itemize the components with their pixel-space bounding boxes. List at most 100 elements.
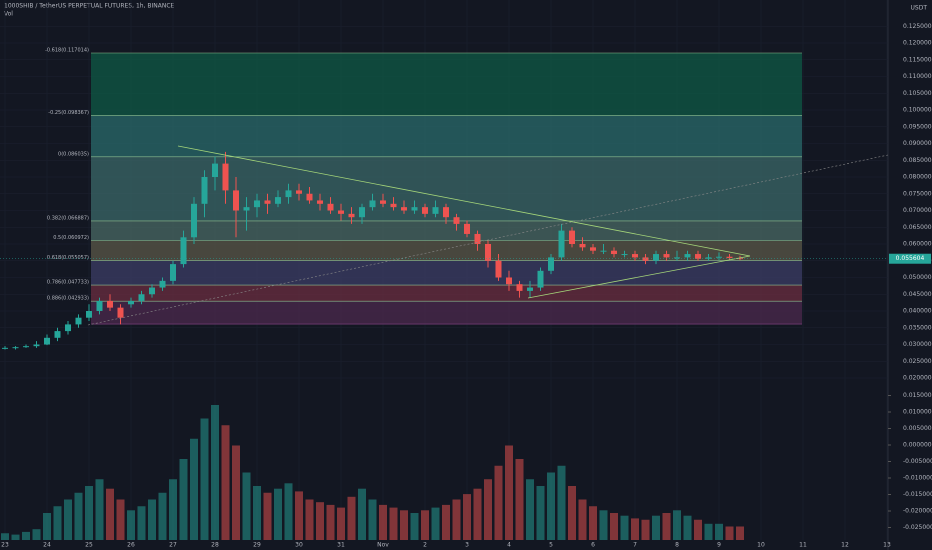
candle-body bbox=[705, 257, 712, 259]
volume-bar bbox=[242, 472, 251, 540]
candle-body bbox=[579, 244, 586, 248]
candle-body bbox=[516, 284, 523, 291]
volume-bar bbox=[526, 479, 534, 540]
candle-body bbox=[306, 193, 313, 201]
volume-bar bbox=[32, 529, 41, 540]
fib-label: 0.886(0.042933) bbox=[47, 296, 89, 302]
x-tick-label: 10 bbox=[757, 542, 765, 549]
volume-bar bbox=[368, 499, 377, 540]
y-tick-label: 0.035000 bbox=[903, 324, 932, 331]
y2-tick-label: 0.005000 bbox=[903, 425, 932, 432]
candle-body bbox=[548, 257, 554, 271]
volume-bar bbox=[200, 418, 209, 540]
candle-body bbox=[453, 217, 460, 224]
candle-body bbox=[590, 247, 596, 251]
fib-label: 0.382(0.066887) bbox=[47, 215, 89, 221]
volume-bar bbox=[326, 504, 335, 540]
x-tick-label: 7 bbox=[633, 542, 637, 549]
volume-bar bbox=[652, 515, 660, 540]
volume-bar bbox=[536, 486, 545, 540]
volume-bar bbox=[11, 534, 20, 540]
y2-tick-label: -0.010000 bbox=[903, 475, 932, 482]
candle-body bbox=[642, 257, 649, 261]
candle-body bbox=[222, 163, 229, 191]
volume-bar bbox=[547, 472, 555, 540]
candle-body bbox=[212, 163, 218, 177]
y-tick-label: 0.070000 bbox=[903, 207, 932, 214]
x-tick-label: 13 bbox=[883, 542, 891, 549]
y-tick-label: 0.085000 bbox=[903, 157, 932, 164]
volume-bar bbox=[599, 510, 608, 540]
candle-body bbox=[128, 300, 134, 305]
volume-bar bbox=[85, 486, 93, 540]
candle-body bbox=[254, 200, 260, 208]
volume-bar bbox=[106, 488, 114, 540]
volume-bar bbox=[410, 513, 419, 540]
candle-body bbox=[443, 207, 449, 218]
candle-body bbox=[422, 207, 428, 214]
volume-bar bbox=[589, 506, 597, 540]
fib-band bbox=[91, 53, 802, 116]
fib-band bbox=[91, 301, 802, 325]
y-tick-label: 0.090000 bbox=[903, 140, 932, 147]
candle-body bbox=[600, 250, 607, 252]
candle-body bbox=[275, 197, 281, 204]
volume-bar bbox=[379, 504, 387, 540]
candle-body bbox=[117, 307, 124, 318]
candle-body bbox=[296, 190, 302, 194]
candle-body bbox=[191, 203, 197, 238]
y-tick-label: 0.080000 bbox=[903, 174, 932, 181]
candle-body bbox=[653, 254, 659, 261]
last-price-label: 0.055604 bbox=[896, 255, 925, 262]
volume-bar bbox=[515, 459, 524, 540]
fib-label: -0.25(0.098367) bbox=[48, 110, 89, 116]
volume-bar bbox=[295, 491, 303, 540]
volume-bar bbox=[704, 523, 713, 540]
candle-body bbox=[86, 311, 92, 318]
x-tick-label: 23 bbox=[1, 542, 9, 549]
volume-label: Vol bbox=[4, 11, 13, 18]
volume-bar bbox=[641, 519, 650, 540]
candle-body bbox=[2, 347, 8, 349]
candle-body bbox=[663, 254, 670, 258]
volume-bar bbox=[253, 486, 261, 540]
x-tick-label: 4 bbox=[507, 542, 511, 549]
candle-body bbox=[180, 237, 187, 265]
y-tick-label: 0.120000 bbox=[903, 40, 932, 47]
volume-bar bbox=[389, 507, 398, 540]
trend-line bbox=[177, 145, 751, 257]
volume-bar bbox=[305, 499, 314, 540]
candle-body bbox=[674, 257, 680, 259]
y-tick-label: 0.060000 bbox=[903, 241, 932, 248]
volume-bar bbox=[694, 519, 702, 540]
candle-body bbox=[65, 324, 71, 332]
fib-label: 0.618(0.055057) bbox=[47, 255, 89, 261]
candle-body bbox=[537, 270, 544, 288]
candle-body bbox=[464, 223, 470, 234]
x-tick-label: 24 bbox=[43, 542, 51, 549]
volume-bar bbox=[1, 533, 9, 540]
candle-body bbox=[485, 244, 491, 261]
candle-body bbox=[684, 254, 691, 258]
volume-bar bbox=[179, 459, 188, 540]
y2-tick-label: -0.025000 bbox=[903, 524, 932, 531]
fib-band bbox=[91, 115, 802, 157]
x-tick-label: 31 bbox=[337, 542, 345, 549]
y-tick-label: 0.040000 bbox=[903, 308, 932, 315]
volume-bar bbox=[484, 479, 492, 540]
fibonacci: -0.618(0.117014) -0.25(0.098367) 0(0.08603… bbox=[45, 48, 802, 325]
y-tick-label: 0.095000 bbox=[903, 123, 932, 130]
volume-bar bbox=[116, 499, 125, 540]
candle-body bbox=[285, 190, 292, 198]
x-tick-label: 5 bbox=[549, 542, 553, 549]
candle-body bbox=[264, 200, 271, 204]
candle-body bbox=[75, 317, 82, 325]
volume-bar bbox=[578, 499, 587, 540]
currency-label: USDT bbox=[911, 5, 928, 12]
volume-bar bbox=[505, 445, 513, 540]
volume-bar bbox=[662, 513, 671, 540]
candle-body bbox=[12, 347, 19, 349]
volume-bar bbox=[232, 445, 240, 540]
